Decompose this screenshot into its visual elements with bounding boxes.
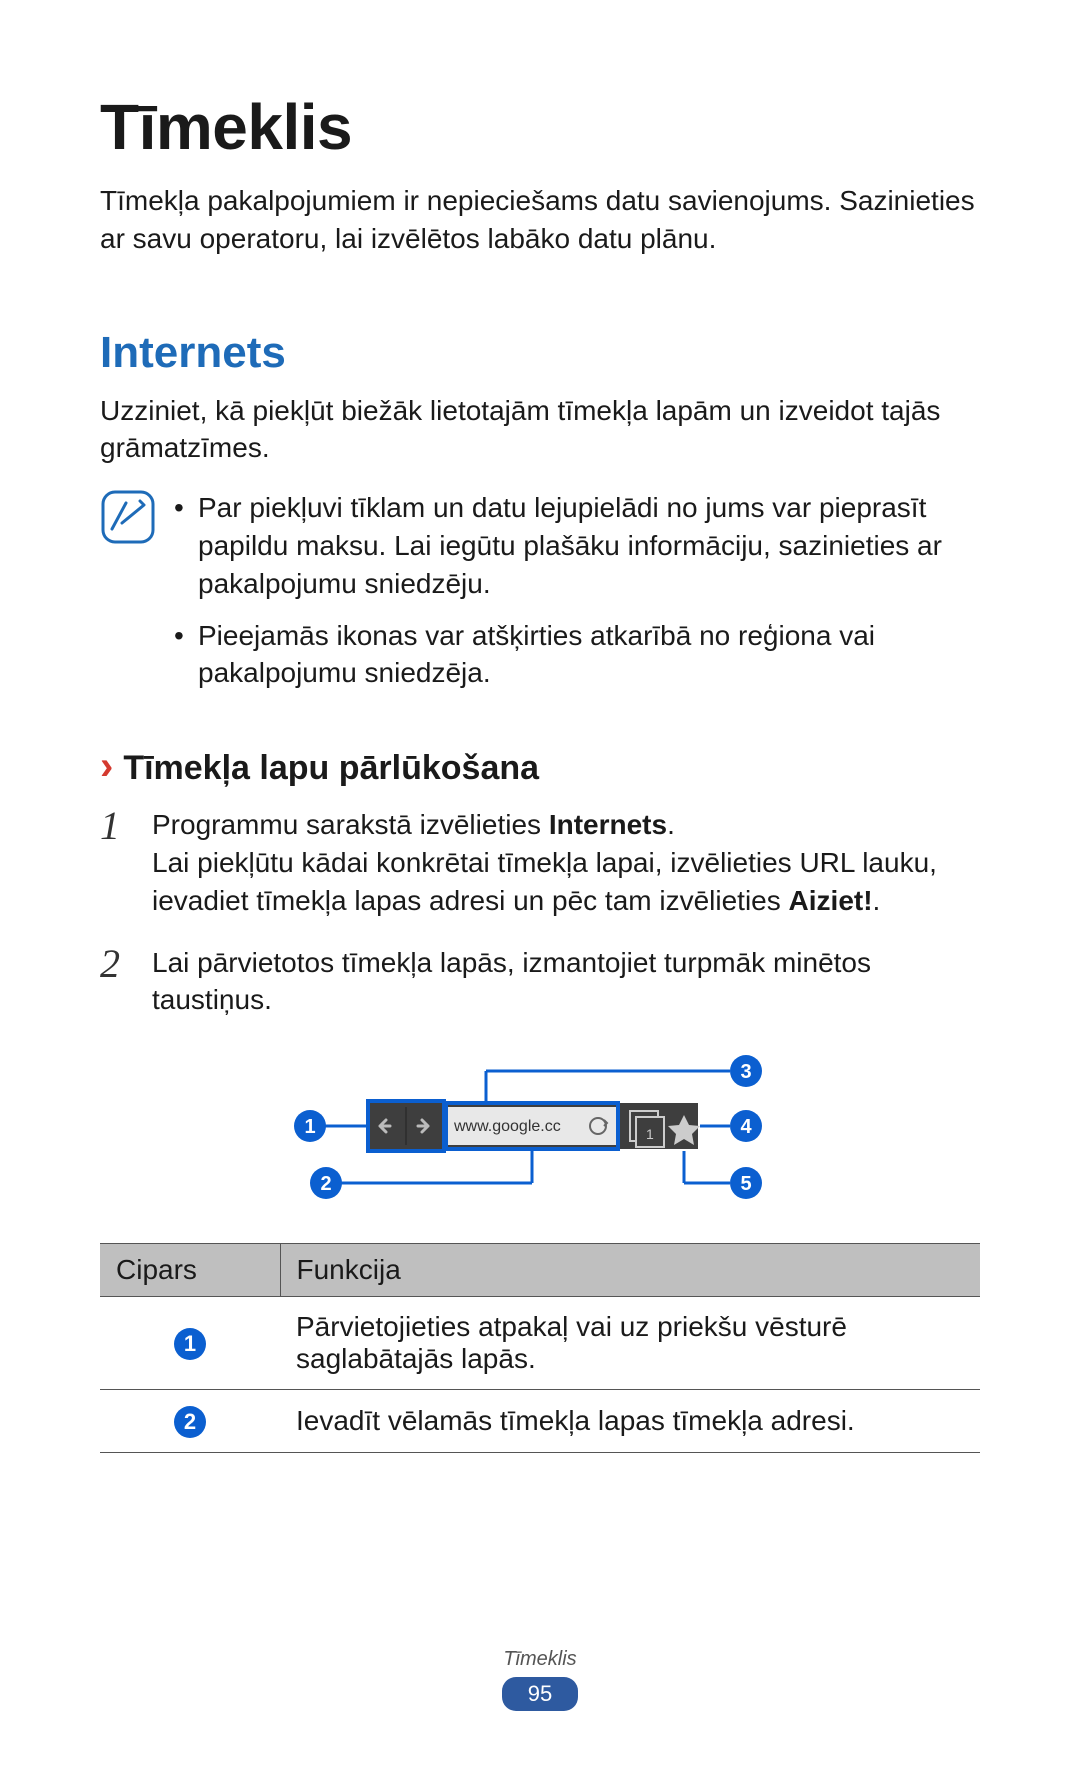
section-heading: Internets <box>100 328 980 378</box>
subsection-title: Tīmekļa lapu pārlūkošana <box>123 749 539 788</box>
svg-text:4: 4 <box>740 1116 752 1138</box>
table-row: 2 Ievadīt vēlamās tīmekļa lapas tīmekļa … <box>100 1390 980 1453</box>
table-row: 1 Pārvietojieties atpakaļ vai uz priekšu… <box>100 1297 980 1390</box>
page-number-badge: 95 <box>502 1677 578 1711</box>
table-cell-text: Pārvietojieties atpakaļ vai uz priekšu v… <box>280 1297 980 1390</box>
note-block: Par piekļuvi tīklam un datu lejupielādi … <box>100 489 980 706</box>
callout-badge-3: 3 <box>730 1055 762 1087</box>
footer-section-title: Tīmeklis <box>0 1648 1080 1671</box>
step-body: Programmu sarakstā izvēlieties Internets… <box>152 806 980 919</box>
step-text: . <box>873 885 881 916</box>
table-cell-text: Ievadīt vēlamās tīmekļa lapas tīmekļa ad… <box>280 1390 980 1453</box>
function-table: Cipars Funkcija 1 Pārvietojieties atpaka… <box>100 1243 980 1453</box>
step-number: 1 <box>100 806 132 919</box>
page-footer: Tīmeklis 95 <box>0 1648 1080 1711</box>
browser-toolbar-diagram: www.google.cc 1 1 2 3 <box>100 1043 980 1213</box>
callout-badge: 2 <box>174 1406 206 1438</box>
url-text: www.google.cc <box>453 1118 561 1135</box>
table-header-cipars: Cipars <box>100 1244 280 1297</box>
svg-text:5: 5 <box>740 1173 751 1195</box>
note-item: Par piekļuvi tīklam un datu lejupielādi … <box>174 489 980 602</box>
note-icon <box>100 489 156 706</box>
table-header-funkcija: Funkcija <box>280 1244 980 1297</box>
step-bold: Aiziet! <box>789 885 873 916</box>
step-2: 2 Lai pārvietotos tīmekļa lapās, izmanto… <box>100 944 980 1020</box>
note-item: Pieejamās ikonas var atšķirties atkarībā… <box>174 617 980 693</box>
step-1: 1 Programmu sarakstā izvēlieties Interne… <box>100 806 980 919</box>
callout-badge-4: 4 <box>730 1110 762 1142</box>
subsection-header: › Tīmekļa lapu pārlūkošana <box>100 746 980 788</box>
step-text: Programmu sarakstā izvēlieties <box>152 809 549 840</box>
step-text: . <box>667 809 675 840</box>
intro-paragraph: Tīmekļa pakalpojumiem ir nepieciešams da… <box>100 182 980 258</box>
callout-badge: 1 <box>174 1328 206 1360</box>
step-bold: Internets <box>549 809 667 840</box>
svg-text:1: 1 <box>304 1116 315 1138</box>
callout-badge-1: 1 <box>294 1110 326 1142</box>
callout-badge-5: 5 <box>730 1167 762 1199</box>
step-number: 2 <box>100 944 132 1020</box>
svg-text:3: 3 <box>740 1061 751 1083</box>
page-title: Tīmeklis <box>100 90 980 164</box>
svg-text:2: 2 <box>320 1173 331 1195</box>
section-subtext: Uzziniet, kā piekļūt biežāk lietotajām t… <box>100 392 980 468</box>
svg-text:1: 1 <box>646 1126 654 1142</box>
step-body: Lai pārvietotos tīmekļa lapās, izmantoji… <box>152 944 980 1020</box>
chevron-icon: › <box>100 746 113 786</box>
callout-badge-2: 2 <box>310 1167 342 1199</box>
